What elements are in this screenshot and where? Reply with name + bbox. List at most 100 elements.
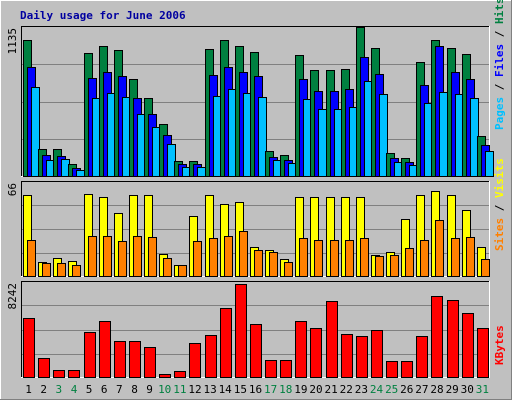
legend-entry: / — [493, 24, 506, 44]
day-label-11: 11 — [173, 383, 186, 396]
day-label-6: 6 — [101, 383, 108, 396]
bar-kbytes-day-3 — [53, 370, 65, 378]
bar-kbytes-day-2 — [38, 358, 50, 378]
bar-sites-day-15 — [239, 231, 248, 277]
day-label-15: 15 — [234, 383, 247, 396]
bar-kbytes-day-6 — [99, 321, 111, 378]
day-label-8: 8 — [131, 383, 138, 396]
bar-sites-day-6 — [103, 236, 112, 277]
bar-sites-day-26 — [405, 248, 414, 277]
bar-sites-day-23 — [360, 238, 369, 277]
bar-kbytes-day-20 — [310, 328, 322, 378]
day-label-24: 24 — [370, 383, 384, 396]
bar-sites-day-21 — [330, 240, 339, 277]
bar-kbytes-day-1 — [23, 318, 35, 378]
bar-sites-day-14 — [224, 236, 233, 277]
bar-sites-day-20 — [314, 240, 323, 277]
bar-kbytes-day-14 — [220, 308, 232, 378]
day-label-28: 28 — [430, 383, 443, 396]
bar-kbytes-day-25 — [386, 361, 398, 378]
legend-usage: Pages / Files / Hits — [493, 0, 506, 130]
legend-entry: KBytes — [493, 325, 506, 365]
day-label-13: 13 — [203, 383, 216, 396]
day-label-2: 2 — [40, 383, 47, 396]
day-label-23: 23 — [355, 383, 368, 396]
legend-kbytes: KBytes — [493, 325, 506, 365]
bar-sites-day-13 — [209, 238, 218, 277]
bar-sites-day-1 — [27, 240, 36, 277]
legend-entry: / — [493, 77, 506, 97]
day-label-31: 31 — [476, 383, 489, 396]
bar-sites-day-11 — [178, 265, 187, 277]
bar-pages-day-4 — [76, 170, 85, 177]
bar-kbytes-day-18 — [280, 360, 292, 378]
bar-kbytes-day-19 — [295, 321, 307, 378]
legend-entry: Visits — [493, 158, 506, 198]
bar-pages-day-24 — [379, 94, 388, 177]
bar-kbytes-day-15 — [235, 284, 247, 378]
bar-kbytes-day-17 — [265, 360, 277, 378]
bar-kbytes-day-16 — [250, 324, 262, 378]
legend-entry: Sites — [493, 218, 506, 251]
bar-pages-day-28 — [439, 92, 448, 177]
bar-sites-day-3 — [57, 263, 66, 277]
bar-sites-day-18 — [284, 262, 293, 277]
bar-pages-day-10 — [167, 144, 176, 177]
day-label-17: 17 — [264, 383, 277, 396]
bar-kbytes-day-30 — [462, 313, 474, 378]
max-value-label: 1135 — [6, 28, 19, 55]
bar-pages-day-12 — [197, 167, 206, 177]
bar-sites-day-25 — [390, 255, 399, 277]
bar-kbytes-day-8 — [129, 341, 141, 378]
bar-kbytes-day-23 — [356, 336, 368, 378]
day-label-16: 16 — [249, 383, 262, 396]
bar-pages-day-20 — [318, 109, 327, 177]
max-value-label: 66 — [6, 183, 19, 196]
day-label-9: 9 — [146, 383, 153, 396]
bar-pages-day-16 — [258, 97, 267, 177]
bar-sites-day-2 — [42, 263, 51, 277]
legend-entry: Hits — [493, 0, 506, 24]
bar-sites-day-28 — [435, 220, 444, 277]
bar-kbytes-day-4 — [68, 370, 80, 378]
bar-kbytes-day-31 — [477, 328, 489, 378]
day-label-4: 4 — [71, 383, 78, 396]
bar-sites-day-7 — [118, 241, 127, 277]
bar-kbytes-day-22 — [341, 334, 353, 378]
bar-sites-day-8 — [133, 236, 142, 277]
day-label-14: 14 — [219, 383, 233, 396]
bar-sites-day-9 — [148, 237, 157, 277]
bar-sites-day-30 — [466, 237, 475, 277]
day-label-26: 26 — [400, 383, 413, 396]
bar-kbytes-day-9 — [144, 347, 156, 378]
bar-sites-day-27 — [420, 240, 429, 277]
bar-sites-day-5 — [88, 236, 97, 277]
bar-kbytes-day-27 — [416, 336, 428, 378]
bar-pages-day-1 — [31, 87, 40, 177]
panel-layer — [21, 26, 494, 378]
legend-visits: Sites / Visits — [493, 158, 506, 251]
day-label-7: 7 — [116, 383, 123, 396]
bar-sites-day-17 — [269, 252, 278, 277]
bar-sites-day-24 — [375, 256, 384, 277]
chart-title: Daily usage for June 2006 — [20, 9, 186, 22]
day-label-1: 1 — [25, 383, 32, 396]
day-label-27: 27 — [415, 383, 428, 396]
bar-pages-day-31 — [485, 151, 494, 177]
day-label-21: 21 — [324, 383, 337, 396]
bar-kbytes-day-24 — [371, 330, 383, 378]
day-label-19: 19 — [294, 383, 307, 396]
bar-kbytes-day-11 — [174, 371, 186, 378]
bar-sites-day-4 — [72, 265, 81, 277]
bar-kbytes-day-10 — [159, 374, 171, 378]
bar-kbytes-day-21 — [326, 301, 338, 378]
bar-kbytes-day-7 — [114, 341, 126, 378]
day-label-25: 25 — [385, 383, 398, 396]
bar-sites-day-31 — [481, 259, 490, 277]
bar-sites-day-12 — [193, 241, 202, 277]
legend-entry: / — [493, 198, 506, 218]
label-layer: 1135 Pages / Files / Hits 66 Sites / Visits… — [6, 0, 506, 396]
bar-sites-day-29 — [451, 238, 460, 277]
bar-kbytes-day-13 — [205, 335, 217, 378]
